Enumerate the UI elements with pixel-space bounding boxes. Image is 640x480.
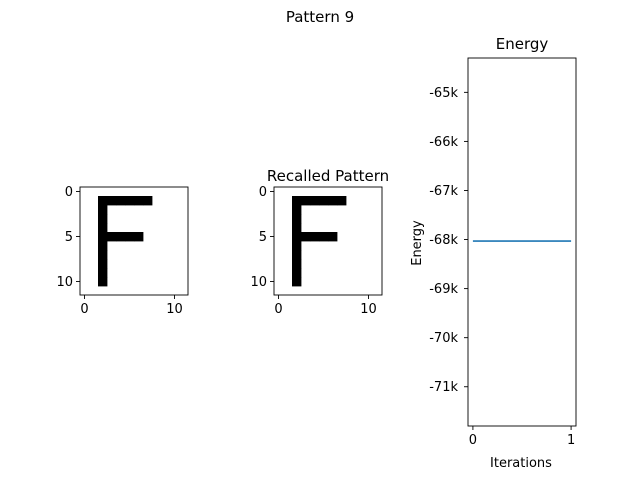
energy-plot-panel: Energy -65k -66k -67k -68k -69k -70k -71k 0 1 It… bbox=[410, 35, 577, 471]
input-pattern-pixel bbox=[107, 196, 117, 206]
recalled-pattern-pixel bbox=[292, 232, 302, 242]
recalled-pattern-pixel bbox=[319, 232, 329, 242]
input-pattern-pixels bbox=[80, 187, 188, 295]
recalled-pattern-y-tick-label: 10 bbox=[250, 275, 267, 290]
input-pattern-frame bbox=[79, 186, 189, 296]
energy-y-tick-label: -68k bbox=[429, 233, 458, 248]
input-pattern-panel: 0 10 0 5 10 bbox=[56, 185, 189, 317]
recalled-pattern-pixel bbox=[337, 196, 347, 206]
figure-title: Pattern 9 bbox=[286, 8, 354, 26]
input-pattern-y-tick-label: 0 bbox=[65, 185, 73, 200]
input-pattern-y-tick-label: 10 bbox=[56, 275, 73, 290]
energy-x-tick-label: 0 bbox=[469, 433, 477, 448]
recalled-pattern-title: Recalled Pattern bbox=[267, 167, 389, 185]
energy-y-tick-label: -70k bbox=[429, 331, 458, 346]
input-pattern-pixel bbox=[134, 196, 144, 206]
input-pattern-pixel bbox=[125, 232, 135, 242]
input-pattern-pixel bbox=[98, 232, 108, 242]
recalled-pattern-pixel bbox=[292, 259, 302, 269]
energy-x-tick-label: 1 bbox=[567, 433, 575, 448]
recalled-pattern-panel: Recalled Pattern 0 10 0 5 10 bbox=[250, 167, 389, 317]
input-pattern-y-tick-label: 5 bbox=[65, 230, 73, 245]
input-pattern-pixel bbox=[98, 268, 108, 278]
recalled-pattern-pixel bbox=[310, 232, 320, 242]
recalled-pattern-pixel bbox=[301, 196, 311, 206]
input-pattern-pixel bbox=[125, 196, 135, 206]
energy-y-axis-label: Energy bbox=[410, 220, 425, 266]
recalled-pattern-pixel bbox=[292, 277, 302, 287]
recalled-pattern-frame bbox=[273, 186, 383, 296]
input-pattern-pixel bbox=[116, 232, 126, 242]
energy-y-tick-label: -67k bbox=[429, 184, 458, 199]
energy-y-tick-label: -69k bbox=[429, 282, 458, 297]
energy-plot-ticks: -65k -66k -67k -68k -69k -70k -71k 0 1 bbox=[429, 86, 575, 448]
input-pattern-pixel bbox=[98, 259, 108, 269]
input-pattern-pixel bbox=[98, 214, 108, 224]
recalled-pattern-pixel bbox=[292, 196, 302, 206]
recalled-pattern-pixels bbox=[274, 187, 382, 295]
input-pattern-x-tick-label: 10 bbox=[166, 302, 183, 317]
input-pattern-pixel bbox=[107, 232, 117, 242]
input-pattern-pixel bbox=[143, 196, 153, 206]
input-pattern-pixel bbox=[98, 223, 108, 233]
recalled-pattern-ticks: 0 10 0 5 10 bbox=[250, 185, 376, 317]
recalled-pattern-pixel bbox=[292, 205, 302, 215]
energy-y-tick-label: -71k bbox=[429, 380, 458, 395]
input-pattern-pixel bbox=[98, 205, 108, 215]
energy-plot-title: Energy bbox=[496, 35, 549, 53]
recalled-pattern-pixel bbox=[292, 214, 302, 224]
input-pattern-pixel bbox=[134, 232, 144, 242]
recalled-pattern-pixel bbox=[328, 196, 338, 206]
recalled-pattern-pixel bbox=[292, 268, 302, 278]
input-pattern-ticks: 0 10 0 5 10 bbox=[56, 185, 182, 317]
recalled-pattern-pixel bbox=[292, 250, 302, 260]
energy-plot-frame bbox=[467, 57, 577, 427]
recalled-pattern-pixel bbox=[328, 232, 338, 242]
recalled-pattern-pixel bbox=[310, 196, 320, 206]
input-pattern-pixel bbox=[98, 196, 108, 206]
recalled-pattern-y-tick-label: 5 bbox=[259, 230, 267, 245]
recalled-pattern-pixel bbox=[319, 196, 329, 206]
input-pattern-pixel bbox=[98, 277, 108, 287]
recalled-pattern-pixel bbox=[292, 241, 302, 251]
recalled-pattern-x-tick-label: 10 bbox=[360, 302, 377, 317]
energy-y-tick-label: -66k bbox=[429, 135, 458, 150]
recalled-pattern-y-tick-label: 0 bbox=[259, 185, 267, 200]
input-pattern-pixel bbox=[98, 241, 108, 251]
input-pattern-pixel bbox=[98, 250, 108, 260]
energy-y-tick-label: -65k bbox=[429, 86, 458, 101]
energy-x-axis-label: Iterations bbox=[490, 456, 552, 471]
input-pattern-pixel bbox=[116, 196, 126, 206]
recalled-pattern-pixel bbox=[301, 232, 311, 242]
recalled-pattern-x-tick-label: 0 bbox=[274, 302, 282, 317]
recalled-pattern-pixel bbox=[292, 223, 302, 233]
input-pattern-x-tick-label: 0 bbox=[80, 302, 88, 317]
